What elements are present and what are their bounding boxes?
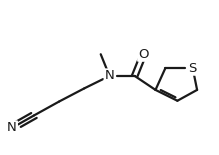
- Text: N: N: [7, 121, 17, 134]
- Text: N: N: [105, 69, 114, 82]
- Text: S: S: [189, 62, 197, 75]
- Text: O: O: [138, 48, 149, 61]
